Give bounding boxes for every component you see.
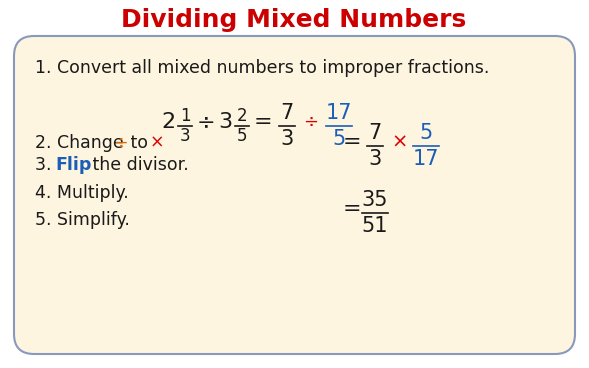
Text: 3: 3 [368, 149, 382, 169]
Text: 7: 7 [368, 123, 382, 143]
Text: 17: 17 [413, 149, 439, 169]
Text: =: = [254, 112, 272, 132]
Text: 2: 2 [161, 112, 175, 132]
Text: 2: 2 [237, 107, 247, 125]
Text: 4. Multiply.: 4. Multiply. [35, 184, 129, 202]
Text: 3: 3 [180, 127, 190, 145]
Text: 2. Change: 2. Change [35, 134, 129, 152]
Text: 1. Convert all mixed numbers to improper fractions.: 1. Convert all mixed numbers to improper… [35, 59, 489, 77]
Text: 3.: 3. [35, 156, 57, 174]
Text: ÷: ÷ [113, 134, 128, 152]
FancyBboxPatch shape [14, 36, 575, 354]
Text: 3: 3 [218, 112, 232, 132]
Text: 51: 51 [362, 216, 388, 236]
Text: =: = [343, 199, 361, 219]
Text: ×: × [392, 132, 408, 152]
Text: ÷: ÷ [303, 113, 319, 131]
Text: ×: × [150, 134, 164, 152]
Text: Dividing Mixed Numbers: Dividing Mixed Numbers [121, 8, 466, 32]
Text: 5: 5 [419, 123, 433, 143]
Text: 3: 3 [280, 129, 294, 149]
Text: 5: 5 [332, 129, 346, 149]
Text: 7: 7 [280, 103, 294, 123]
Text: 35: 35 [362, 190, 388, 210]
Text: to: to [125, 134, 154, 152]
Text: =: = [343, 132, 361, 152]
Text: 1: 1 [180, 107, 190, 125]
Text: the divisor.: the divisor. [87, 156, 188, 174]
Text: 17: 17 [326, 103, 352, 123]
Text: 5: 5 [237, 127, 247, 145]
Text: ÷: ÷ [197, 112, 216, 132]
Text: Flip: Flip [55, 156, 91, 174]
Text: 5. Simplify.: 5. Simplify. [35, 211, 130, 229]
